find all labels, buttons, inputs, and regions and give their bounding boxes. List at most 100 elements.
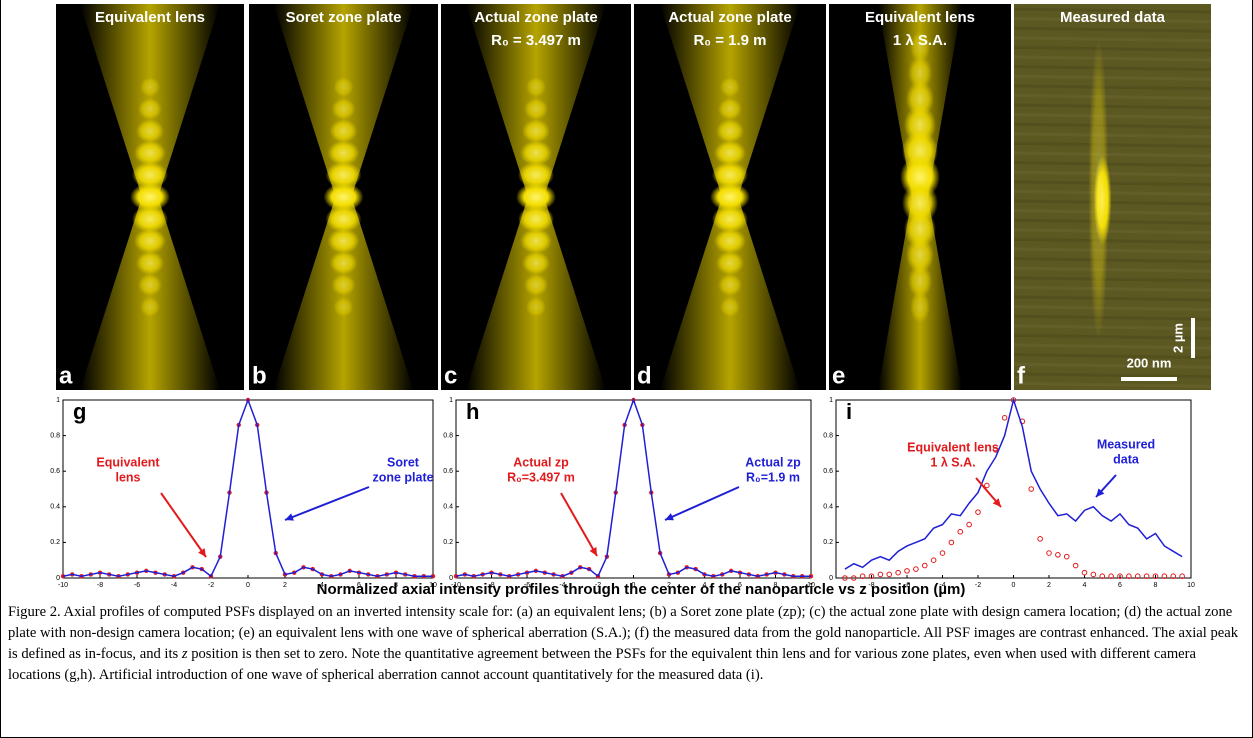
noise-streak: [1013, 305, 1212, 312]
series-point: [939, 550, 946, 556]
psf-lobe: [134, 228, 166, 254]
panel-title: Soret zone plate: [286, 9, 402, 26]
arrow-head: [1096, 488, 1105, 497]
noise-streak: [1013, 122, 1212, 129]
noise-streak: [1013, 55, 1212, 62]
noise-streak: [1013, 65, 1212, 72]
scale-bar: [1121, 377, 1177, 381]
annotation-arrow: [560, 492, 598, 557]
series-point: [1161, 573, 1168, 580]
arrow-head: [285, 513, 294, 521]
psf-lobe: [720, 297, 740, 317]
panel-letter: d: [637, 362, 652, 389]
series-point: [1134, 573, 1141, 580]
psf-lobe: [518, 205, 554, 233]
scale-bar: [1191, 318, 1195, 358]
series-point: [1117, 573, 1123, 580]
y-tick-label: 0.8: [443, 432, 453, 439]
y-tick-label: 0.6: [823, 468, 833, 475]
series-point: [1090, 571, 1097, 578]
noise-streak: [1013, 343, 1212, 350]
x-tick-label: 4: [703, 582, 707, 589]
noise-streak: [1013, 257, 1212, 264]
plot-letter: i: [846, 399, 852, 424]
x-tick-label: 10: [807, 582, 815, 589]
noise-streak: [1013, 84, 1212, 91]
y-tick-label: 0.4: [823, 504, 833, 511]
x-tick-label: -4: [939, 582, 945, 589]
annotation: Measured: [1097, 437, 1155, 451]
psf-lobe: [134, 140, 166, 166]
series-point: [966, 521, 972, 528]
psf-lobe: [718, 274, 742, 296]
noise-streak: [1013, 237, 1212, 244]
x-tick-label: 2: [667, 582, 671, 589]
psf-lobe: [518, 161, 554, 189]
x-tick-label: 8: [394, 582, 398, 589]
psf-lobe: [516, 183, 556, 211]
plot: -10 -8 -6 -4 -2 0 2 4 6 8 10 0 0.2 0.4 0.6 0.8 1 h Actual …: [443, 397, 815, 589]
scale-label: 200 nm: [1127, 355, 1172, 370]
series-point: [1028, 486, 1035, 492]
noise-streak: [1013, 228, 1212, 235]
psf-lobe: [720, 77, 740, 97]
annotation: lens: [115, 470, 140, 484]
psf-lobe: [325, 205, 362, 233]
x-tick-label: 6: [738, 582, 742, 589]
noise-streak: [1013, 333, 1212, 340]
x-tick-label: -6: [904, 582, 910, 589]
series-point: [1063, 553, 1070, 560]
y-tick-label: 1: [829, 397, 833, 404]
x-tick-label: 8: [1154, 582, 1158, 589]
psf-lobe: [327, 228, 360, 254]
panel-title: Equivalent lens: [95, 9, 205, 26]
x-tick-label: -4: [171, 582, 177, 589]
noise-streak: [1013, 74, 1212, 81]
annotation: Soret: [387, 455, 420, 469]
y-tick-label: 0: [56, 575, 60, 582]
series-point: [850, 575, 857, 581]
arrow-head: [992, 498, 1001, 507]
figure-graphics: Equivalent lens a Soret zone plate b Actual …: [50, 4, 1212, 598]
series-point: [1170, 573, 1177, 580]
noise-streak: [1013, 170, 1212, 177]
plot-letter: h: [466, 399, 479, 424]
x-tick-label: 6: [357, 582, 361, 589]
y-tick-label: 0.2: [50, 539, 60, 546]
psf-lobe: [522, 119, 550, 143]
noise-streak: [1013, 151, 1212, 158]
x-tick-label: 2: [1047, 582, 1051, 589]
arrow-head: [665, 513, 674, 521]
y-tick-label: 1: [56, 397, 60, 404]
series-point: [1108, 573, 1114, 580]
y-tick-label: 0.2: [443, 539, 453, 546]
y-tick-label: 0.4: [443, 504, 453, 511]
x-tick-label: 6: [1118, 582, 1122, 589]
annotation: Equivalent: [96, 455, 160, 469]
noise-streak: [1013, 266, 1212, 273]
psf-lobe: [522, 251, 550, 275]
series-point: [1055, 552, 1061, 558]
plot: -10 -8 -6 -4 -2 0 2 4 6 8 10 0 0.2 0.4 0.6 0.8 1 g Equival…: [50, 397, 437, 589]
y-tick-label: 0.6: [50, 468, 60, 475]
y-tick-label: 0.6: [443, 468, 453, 475]
annotation: 1 λ S.A.: [930, 455, 975, 469]
series-point: [1179, 573, 1185, 580]
psf-lobe: [327, 140, 360, 166]
noise-streak: [1013, 362, 1212, 369]
psf-lobe: [333, 297, 354, 317]
plot-area: [455, 399, 812, 579]
series-point: [859, 573, 866, 580]
psf-lobe: [136, 119, 164, 143]
noise-streak: [1013, 7, 1212, 14]
psf-lobe: [136, 251, 164, 275]
panel-letter: c: [444, 362, 457, 389]
series-point: [1037, 536, 1043, 542]
series-point: [895, 569, 901, 576]
series-point: [957, 528, 964, 535]
series-point: [921, 562, 928, 569]
psf-lobe: [331, 98, 356, 120]
x-tick-label: -2: [975, 582, 981, 589]
annotation: data: [1113, 452, 1140, 466]
annotation: zone plate: [372, 470, 433, 484]
